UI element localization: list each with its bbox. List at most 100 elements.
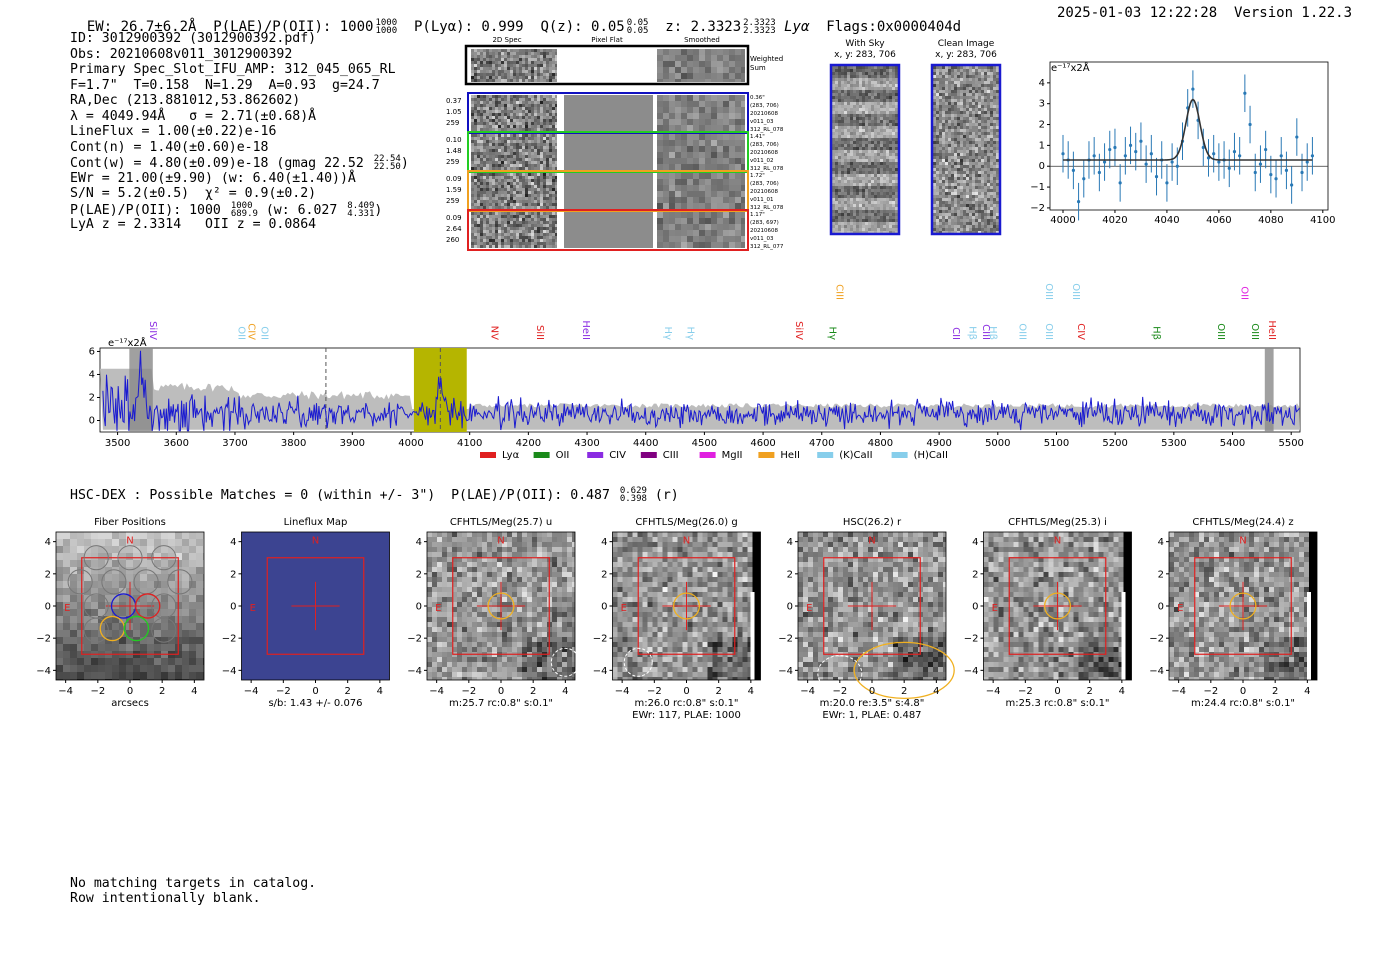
- galaxy-ellipse: [853, 641, 955, 699]
- cutout-row-meta: 312_RL_078: [750, 166, 784, 172]
- edge-mask: [1121, 592, 1126, 680]
- source-aperture: [672, 592, 701, 620]
- y-tick-label: 0: [89, 415, 95, 426]
- fiber-circle-green: [123, 615, 150, 642]
- legend-swatch: [640, 452, 657, 458]
- y-tick-label: 4: [1039, 78, 1045, 89]
- z-lo: 2.3323: [743, 26, 776, 36]
- cutout-row-meta: 312_RL_077: [750, 244, 784, 250]
- imaging-xlabel: m:20.0 re:3.5" s:4.8": [820, 698, 925, 709]
- east-label: E: [806, 603, 812, 614]
- data-point: [1295, 135, 1299, 139]
- sky-panel-image: [933, 66, 999, 234]
- cutout-row-stat: 0.37: [446, 97, 462, 105]
- sky-panel-image: [832, 66, 898, 234]
- info-cont-w: Cont(w) = 4.80(±0.09)e-18 (gmag 22.52 22…: [70, 154, 409, 172]
- full-spectrum-chart: e⁻¹⁷x2Å 3500 3600 3700 3800 3900 4000 4100 4200 4…: [89, 283, 1304, 461]
- cutout-row-meta: v011_03: [750, 236, 774, 242]
- legend-label: OII: [556, 450, 570, 461]
- y-tick-label: 2: [1039, 120, 1045, 131]
- x-tick-label: 0: [498, 686, 504, 697]
- y-tick-label: 4: [972, 537, 978, 548]
- fiber-circle-red: [134, 593, 161, 619]
- edge-mask: [752, 532, 761, 680]
- data-point: [1290, 183, 1294, 187]
- y-tick-label: 0: [416, 602, 422, 613]
- edge-mask: [1307, 592, 1311, 680]
- y-tick-label: 4: [230, 537, 236, 548]
- line-label: CIII: [833, 284, 844, 300]
- gaussian-fit-line: [1063, 98, 1313, 161]
- data-point: [1217, 160, 1221, 164]
- x-tick-label: −4: [58, 686, 73, 697]
- footer-line-2: Row intentionally blank.: [70, 891, 261, 906]
- y-tick-label: −2: [36, 634, 51, 645]
- plae-hi: 1000: [375, 18, 398, 28]
- x-tick-label: 0: [127, 686, 133, 697]
- data-point: [1144, 162, 1148, 166]
- cutout-row-stat: 259: [446, 197, 459, 205]
- info-obs: Obs: 20210608v011_3012900392: [70, 46, 293, 62]
- plae-info-hi: 1000: [230, 200, 253, 211]
- data-point: [1253, 170, 1257, 175]
- imaging-panels: Fiber Positions N E −4 −4 −2 −2 0 0 2 2 4 4 arcsecs Li…: [36, 517, 1318, 721]
- imaging-xlabel: m:24.4 rc:0.8" s:0.1": [1191, 698, 1295, 709]
- imaging-xlabel: m:25.3 rc:0.8" s:0.1": [1005, 698, 1109, 709]
- x-tick-label: 4400: [633, 438, 658, 449]
- data-point: [1108, 147, 1112, 152]
- plae-w-lo: 4.331: [347, 208, 375, 219]
- cutout-row-stat: 259: [446, 158, 459, 166]
- catalog-ellipse: [817, 655, 863, 693]
- legend-swatch: [758, 452, 775, 458]
- x-tick-label: 3500: [105, 438, 130, 449]
- imaging-panel-title: CFHTLS/Meg(25.3) i: [1008, 517, 1107, 528]
- line-label: Hγ: [684, 327, 695, 341]
- info-lambda: λ = 4049.94Å σ = 2.71(±0.68)Å: [70, 108, 317, 124]
- aperture-box: [823, 557, 921, 655]
- x-tick-label: 4000: [1050, 215, 1075, 226]
- zoom-fit-frame: [1049, 61, 1329, 211]
- legend-label: (K)CaII: [839, 450, 872, 461]
- data-point: [1232, 150, 1237, 154]
- data-point: [1154, 175, 1159, 179]
- x-tick-label: 4000: [398, 438, 423, 449]
- line-label: Hγ: [826, 327, 837, 341]
- east-label: E: [992, 603, 998, 614]
- east-label: E: [64, 603, 70, 614]
- line-label: OII: [235, 326, 246, 340]
- cutout-column-label: Pixel Flat: [591, 36, 623, 44]
- y-tick-label: 4: [45, 537, 51, 548]
- data-point: [1128, 143, 1133, 147]
- y-tick-label: −2: [222, 634, 237, 645]
- imaging-xlabel: s/b: 1.43 +/- 0.076: [268, 698, 362, 709]
- y-tick-label: 2: [230, 569, 236, 580]
- noise-block: [471, 95, 557, 131]
- data-point: [1149, 152, 1153, 156]
- cutout-row-meta: 1.17": [750, 212, 765, 218]
- x-tick-label: −4: [429, 686, 444, 697]
- imaging-xlabel: m:25.7 rc:0.8" s:0.1": [449, 698, 553, 709]
- imaging-panel-title: CFHTLS/Meg(24.4) z: [1192, 517, 1293, 528]
- p-lya: P(Lyα): 0.999: [414, 19, 524, 35]
- x-tick-label: 4700: [809, 438, 834, 449]
- data-point: [1092, 154, 1096, 158]
- cutout-row-stat: 0.10: [446, 136, 462, 144]
- data-point: [1113, 145, 1117, 150]
- y-tick-label: 4: [416, 537, 422, 548]
- data-point: [1097, 170, 1101, 175]
- data-point: [1227, 166, 1231, 170]
- x-tick-label: −4: [1171, 686, 1186, 697]
- imaging-panel: Fiber Positions N E −4 −4 −2 −2 0 0 2 2 4 4 arcsecs: [36, 517, 205, 709]
- z-line: Lyα: [784, 19, 810, 35]
- x-tick-label: 4: [562, 686, 568, 697]
- y-tick-label: 4: [1158, 537, 1164, 548]
- y-tick-label: −2: [593, 634, 608, 645]
- plae-text: P(LAE)/P(OII): 1000: [70, 202, 221, 218]
- catalog-ellipse: [623, 647, 653, 677]
- line-label: OIII: [1070, 283, 1081, 300]
- legend-swatch: [699, 452, 716, 458]
- line-label: OIII: [1043, 323, 1054, 340]
- x-tick-label: 5200: [1102, 438, 1127, 449]
- line-label: Hβ: [1150, 326, 1161, 340]
- legend-swatch: [533, 452, 550, 458]
